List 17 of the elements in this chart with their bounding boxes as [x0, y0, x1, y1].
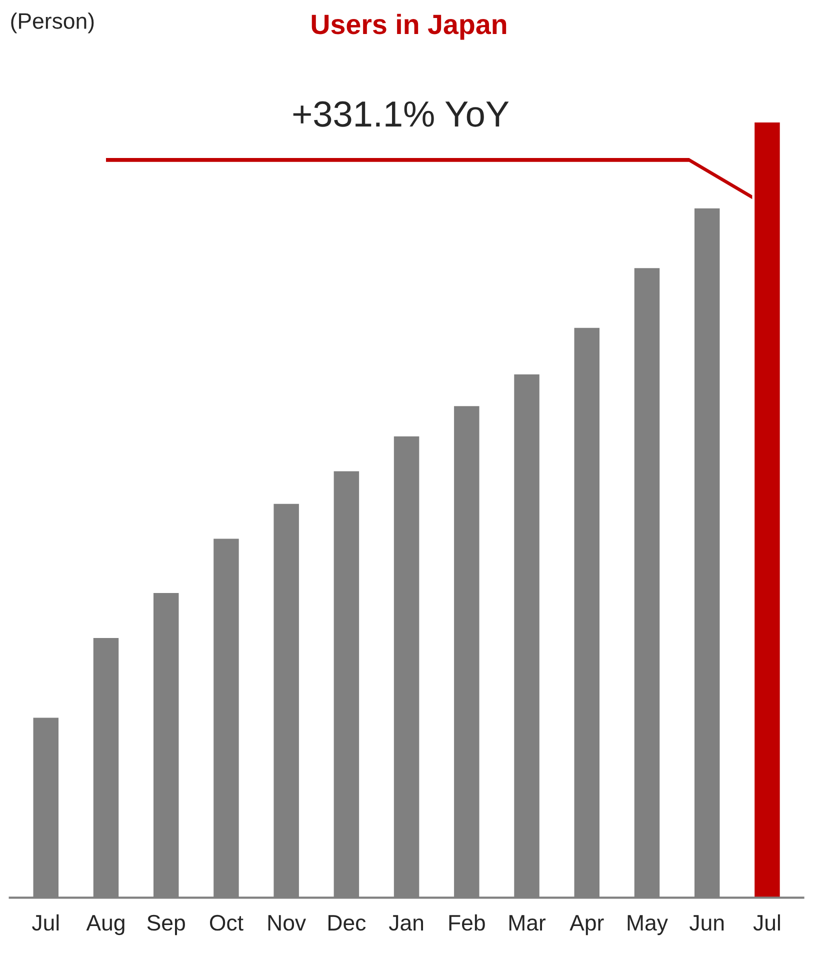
x-tick-label: Nov: [268, 915, 306, 931]
x-tick-label: Sep: [147, 914, 185, 936]
x-tick-label: Jul: [32, 914, 59, 931]
chart-title: Users in Japan: [312, 14, 506, 40]
x-tick-label: Mar: [509, 915, 546, 931]
x-tick-label: Oct: [210, 914, 244, 931]
x-tick-label: Jan: [388, 915, 424, 931]
y-axis-title: (Person): [11, 12, 94, 34]
x-tick-label: Aug: [86, 915, 124, 936]
x-tick-label: Dec: [328, 915, 366, 931]
x-tick-label: Jun: [690, 915, 724, 931]
x-tick-label: Jul: [753, 914, 780, 931]
x-tick-label: Feb: [449, 914, 485, 931]
x-tick-label: Apr: [570, 915, 604, 936]
bar: [754, 122, 780, 898]
annotation: +331.1% YoY: [293, 101, 509, 127]
x-tick-label: May: [628, 915, 668, 936]
